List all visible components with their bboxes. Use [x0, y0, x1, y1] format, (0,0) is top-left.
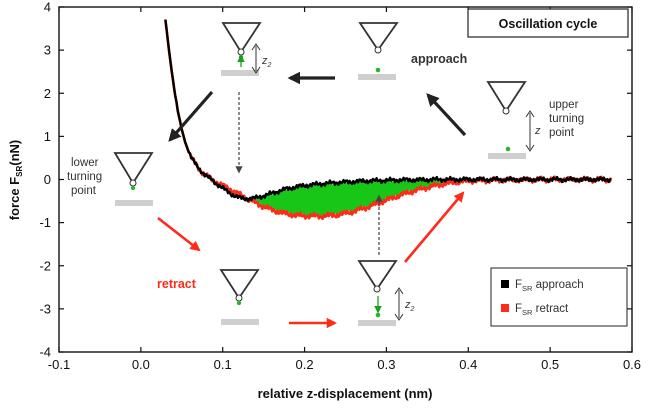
- upper-turning-label: upper turning point: [549, 99, 584, 139]
- y-axis-label-sub: SR: [15, 166, 24, 177]
- tip-schematic-lower: [113, 152, 154, 206]
- tip-schematic-approach: [358, 22, 399, 80]
- arrow-z2-to-upper: [404, 191, 465, 263]
- tip-schematic-z2: z2: [357, 260, 415, 326]
- y-tick-label: -2: [39, 258, 51, 273]
- lower-turning-label: lower turning point: [67, 157, 102, 197]
- x-tick-label: -0.1: [48, 357, 70, 372]
- y-tick-label: -3: [39, 301, 51, 316]
- z2-label: z2: [404, 299, 415, 313]
- y-axis-label-main: force F: [7, 177, 22, 220]
- y-tick-label: -1: [39, 215, 51, 230]
- arrow-upper-to-approach: [426, 93, 467, 137]
- x-axis-label: relative z-displacement (nm): [258, 386, 433, 401]
- tip-schematic-z1: z2: [221, 22, 272, 76]
- y-tick-label: 3: [44, 43, 51, 58]
- x-tick-label: 0.2: [296, 357, 314, 372]
- retract-label: retract: [157, 277, 197, 291]
- legend-label-retract: FSR retract: [515, 303, 569, 317]
- z1-label: z2: [261, 55, 272, 69]
- legend-label-approach: FSR approach: [515, 279, 584, 293]
- z-label: z: [534, 125, 541, 137]
- y-tick-label: 0: [44, 172, 51, 187]
- tip-schematic-retract: [219, 269, 260, 325]
- x-tick-label: 0.3: [377, 357, 395, 372]
- arrow-z1-to-lower: [168, 90, 214, 142]
- x-tick-label: 0.4: [459, 357, 477, 372]
- series-line-approach: [164, 19, 612, 203]
- y-tick-label: 2: [44, 86, 51, 101]
- svg-text:force FSR(nN): force FSR(nN): [7, 140, 24, 220]
- arrow-lower-to-retract: [157, 216, 201, 252]
- legend-marker-approach: [501, 280, 509, 288]
- tip-schematic-upper: z: [486, 81, 541, 159]
- series-layer: [164, 19, 613, 220]
- x-tick-label: 0.1: [214, 357, 232, 372]
- chart-title: Oscillation cycle: [499, 17, 598, 31]
- approach-label: approach: [411, 52, 467, 66]
- x-tick-label: 0.6: [623, 357, 641, 372]
- legend-box: [490, 267, 628, 327]
- y-axis-label-unit: (nN): [7, 140, 22, 166]
- x-tick-label: 0.0: [132, 357, 150, 372]
- y-tick-label: -4: [39, 345, 51, 360]
- hysteresis-fill: [206, 174, 484, 219]
- legend-marker-retract: [501, 304, 509, 312]
- y-tick-label: 4: [44, 0, 51, 15]
- title-box: [467, 8, 629, 38]
- x-tick-label: 0.5: [541, 357, 559, 372]
- y-axis-label: force FSR(nN): [7, 140, 24, 220]
- axis-ticks: -0.1 0.0 0.1 0.2 0.3 0.4 0.5 0.6 -4 -3 -2 -1 0 1 2 3 4: [39, 0, 641, 372]
- y-tick-label: 1: [44, 129, 51, 144]
